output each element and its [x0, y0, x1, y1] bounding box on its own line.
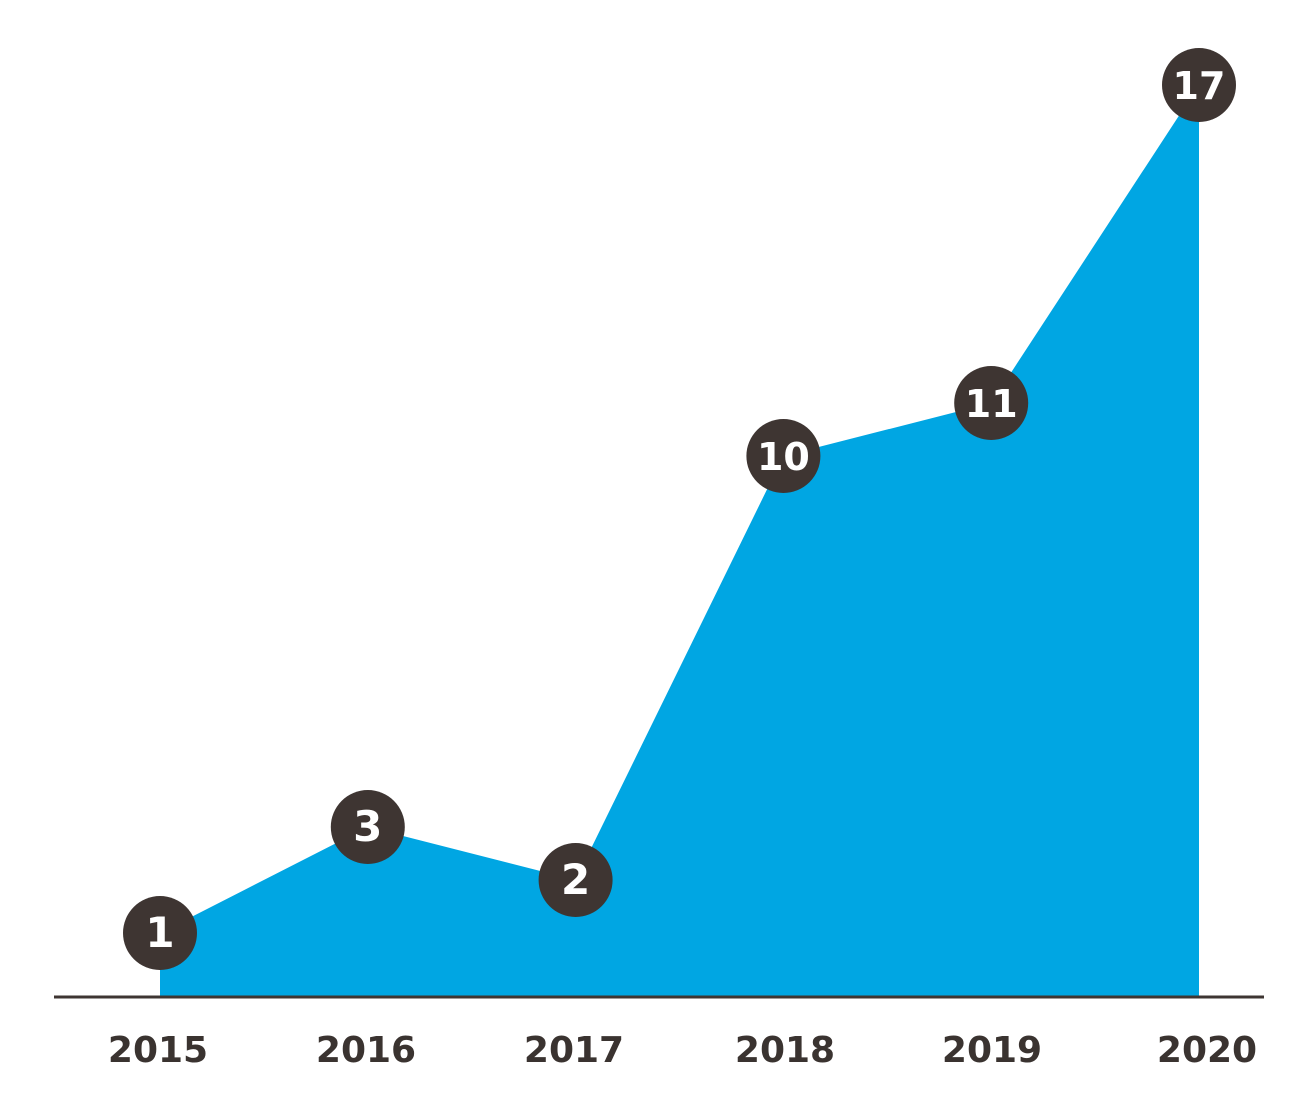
data-point: 3 — [330, 790, 405, 864]
data-point: 17 — [1162, 48, 1236, 122]
x-tick-label: 2019 — [942, 1030, 1042, 1071]
data-point: 11 — [954, 366, 1029, 440]
data-label: 17 — [1173, 64, 1226, 108]
area-fill — [160, 85, 1199, 997]
data-point-marker — [538, 843, 613, 917]
x-tick-label: 2018 — [735, 1030, 835, 1071]
data-point: 1 — [123, 896, 197, 970]
area-layer — [160, 85, 1199, 997]
x-tick-label: 2015 — [108, 1030, 208, 1071]
data-label: 11 — [965, 382, 1018, 426]
data-point-marker — [1162, 48, 1236, 122]
data-point-marker — [330, 790, 405, 864]
data-label: 10 — [757, 435, 810, 479]
data-label: 1 — [145, 908, 174, 957]
data-point-marker — [123, 896, 197, 970]
x-tick-label: 2016 — [316, 1030, 416, 1071]
x-tick-labels: 2015 2016 2017 2018 2019 2020 — [108, 1030, 1257, 1071]
x-tick-label: 2020 — [1157, 1030, 1257, 1071]
data-point: 10 — [746, 419, 821, 493]
data-point: 2 — [538, 843, 613, 917]
data-label: 3 — [353, 802, 382, 851]
data-label: 2 — [561, 855, 590, 904]
x-tick-label: 2017 — [524, 1030, 624, 1071]
data-point-marker — [954, 366, 1029, 440]
data-point-marker — [746, 419, 821, 493]
data-markers: 1 3 2 10 11 17 — [123, 48, 1236, 970]
